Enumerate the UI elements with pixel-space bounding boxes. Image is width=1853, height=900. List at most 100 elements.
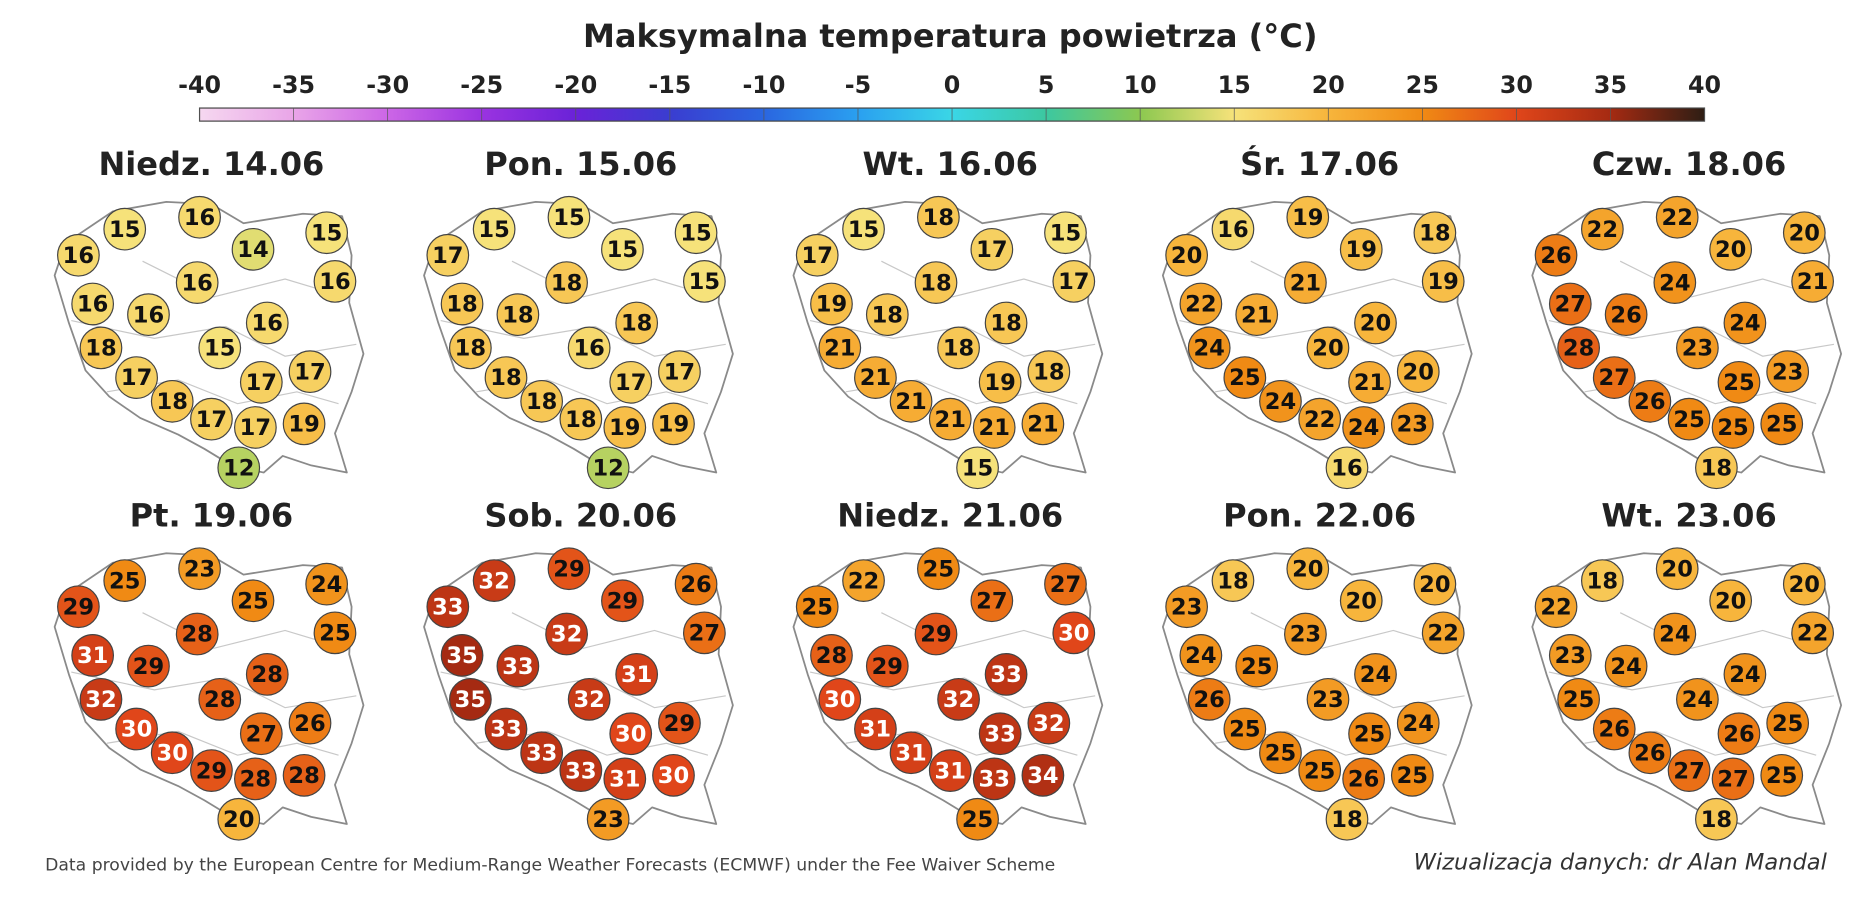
temperature-marker — [198, 677, 242, 721]
temperature-marker — [609, 360, 653, 404]
temperature-marker — [937, 326, 980, 370]
temperature-marker — [1604, 644, 1648, 688]
temperature-label: 26 — [1599, 717, 1630, 743]
temperature-marker — [1179, 282, 1223, 326]
scale-tick-label: -10 — [742, 71, 785, 99]
temperature-label: 32 — [478, 568, 509, 594]
temperature-label: 29 — [872, 654, 903, 680]
temperature-marker — [865, 644, 909, 688]
temperature-marker — [440, 634, 484, 677]
temperature-label: 25 — [1563, 687, 1594, 713]
temperature-label: 31 — [895, 740, 926, 766]
temperature-label: 29 — [607, 588, 638, 614]
scale-tick-label: -15 — [648, 71, 691, 99]
temperature-label: 33 — [432, 594, 463, 620]
temperature-marker — [586, 446, 630, 490]
temperature-marker — [57, 233, 100, 277]
temperature-label: 26 — [294, 711, 325, 737]
temperature-marker — [914, 612, 958, 656]
temperature-marker — [1044, 211, 1087, 255]
temperature-marker — [313, 611, 357, 655]
temperature-label: 26 — [1634, 740, 1665, 766]
temperature-label: 24 — [1610, 654, 1641, 680]
temperature-marker — [1695, 446, 1738, 490]
temperature-label: 19 — [288, 412, 319, 438]
temperature-marker — [103, 559, 147, 602]
temperature-label: 29 — [920, 622, 951, 648]
temperature-marker — [567, 326, 611, 370]
temperature-marker — [115, 707, 158, 751]
temperature-marker — [190, 397, 233, 441]
temperature-marker — [1782, 562, 1826, 606]
panel-title: Niedz. 14.06 — [98, 145, 324, 183]
temperature-marker — [1286, 547, 1330, 591]
scale-tick-label: 20 — [1312, 71, 1345, 99]
temperature-marker — [313, 260, 357, 303]
temperature-label: 25 — [1304, 758, 1335, 784]
temperature-marker — [1653, 261, 1697, 304]
temperature-label: 24 — [1682, 687, 1713, 713]
temperature-label: 18 — [526, 389, 557, 415]
temperature-label: 19 — [816, 292, 847, 318]
temperature-marker — [854, 356, 897, 399]
temperature-marker — [305, 562, 349, 606]
temperature-label: 30 — [824, 687, 855, 713]
temperature-marker — [795, 585, 839, 629]
temperature-label: 15 — [848, 217, 879, 243]
temperature-label: 25 — [923, 556, 954, 582]
temperature-label: 23 — [1290, 622, 1321, 648]
temperature-marker — [1259, 379, 1302, 423]
temperature-label: 18 — [943, 336, 974, 362]
temperature-marker — [1676, 326, 1719, 370]
temperature-marker — [245, 653, 289, 696]
temperature-marker — [198, 326, 242, 370]
temperature-label: 27 — [1555, 292, 1586, 318]
temperature-marker — [1791, 611, 1834, 655]
temperature-label: 18 — [565, 407, 596, 433]
temperature-label: 15 — [689, 269, 720, 295]
panel-title: Sob. 20.06 — [484, 497, 677, 535]
temperature-marker — [615, 301, 659, 345]
temperature-label: 23 — [592, 807, 623, 833]
temperature-label: 23 — [184, 556, 215, 582]
temperature-marker — [1667, 397, 1711, 441]
temperature-label: 19 — [658, 412, 689, 438]
temperature-label: 24 — [1729, 311, 1760, 337]
temperature-label: 27 — [1717, 767, 1748, 793]
temperature-label: 25 — [1265, 740, 1296, 766]
temperature-marker — [978, 360, 1022, 404]
temperature-label: 18 — [551, 270, 582, 296]
temperature-label: 22 — [1304, 407, 1335, 433]
temperature-marker — [231, 227, 275, 271]
temperature-label: 22 — [1428, 621, 1459, 647]
temperature-marker — [810, 634, 853, 677]
temperature-label: 24 — [1265, 389, 1296, 415]
temperature-label: 25 — [1397, 763, 1428, 789]
panel-title: Wt. 16.06 — [863, 145, 1038, 183]
temperature-label: 33 — [565, 758, 596, 784]
footer-author: Wizualizacja danych: dr Alan Mandal — [1414, 850, 1828, 876]
temperature-label: 21 — [1027, 412, 1058, 438]
temperature-label: 18 — [85, 336, 116, 362]
scale-tick-label: 15 — [1218, 71, 1251, 99]
temperature-label: 25 — [1241, 654, 1272, 680]
temperature-marker — [603, 757, 647, 801]
temperature-label: 29 — [553, 556, 584, 582]
temperature-marker — [150, 731, 194, 775]
temperature-marker — [1348, 360, 1391, 404]
map-panel: Wt. 16.06 17 15 18 17 15 17 18 19 18 18 21 18 21 19 18 2… — [792, 145, 1104, 490]
temperature-marker — [472, 207, 516, 251]
temperature-marker — [1396, 701, 1440, 745]
temperature-marker — [603, 406, 647, 449]
temperature-marker — [914, 261, 958, 304]
temperature-label: 24 — [1360, 662, 1391, 688]
temperature-marker — [1711, 757, 1755, 801]
temperature-label: 20 — [1789, 220, 1820, 246]
temperature-marker — [288, 701, 332, 745]
temperature-marker — [1676, 677, 1719, 721]
temperature-label: 26 — [1348, 767, 1379, 793]
temperature-label: 24 — [311, 572, 342, 598]
temperature-label: 25 — [1772, 711, 1803, 737]
